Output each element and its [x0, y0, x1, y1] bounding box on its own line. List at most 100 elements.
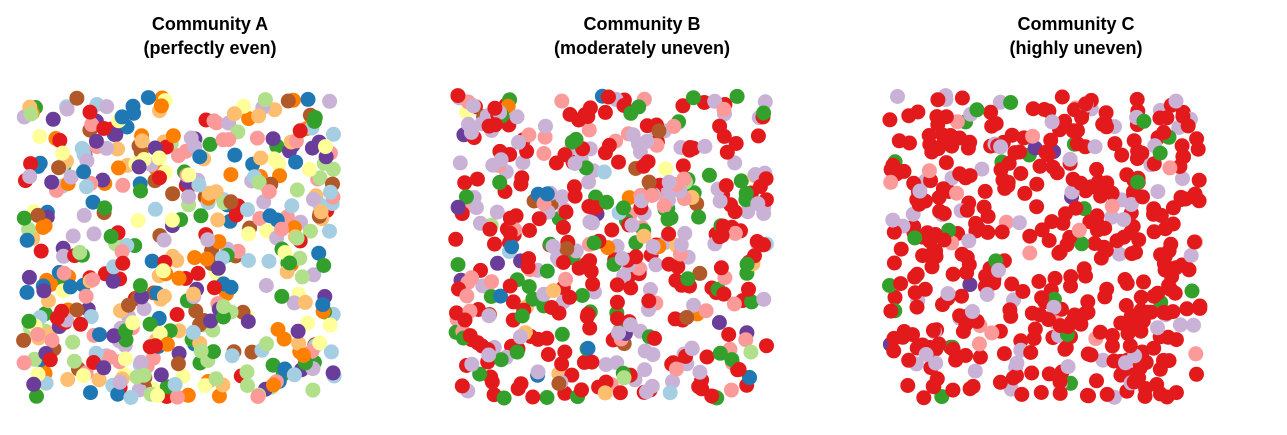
data-point	[675, 98, 691, 114]
data-point	[994, 224, 1010, 240]
community-a-panel: Community A (perfectly even)	[0, 0, 420, 435]
data-point	[210, 212, 226, 228]
data-point	[991, 262, 1006, 278]
data-point	[673, 237, 689, 253]
data-point	[19, 284, 35, 300]
data-point	[1188, 346, 1204, 362]
data-point	[540, 347, 556, 362]
data-point	[469, 171, 485, 187]
data-point	[738, 332, 754, 348]
data-point	[490, 255, 505, 271]
data-point	[604, 222, 620, 238]
data-point	[462, 328, 478, 344]
data-point	[201, 185, 217, 201]
data-point	[489, 204, 505, 220]
data-point	[305, 382, 321, 398]
data-point	[496, 390, 512, 406]
data-point	[183, 130, 199, 146]
chart-title: Community C (highly uneven)	[866, 12, 1286, 60]
data-point	[302, 223, 318, 239]
data-point	[1156, 124, 1172, 140]
data-point	[1161, 243, 1177, 259]
data-point	[906, 219, 922, 235]
chart-subtitle-line: (perfectly even)	[143, 38, 277, 58]
data-point	[1089, 161, 1105, 177]
data-point	[322, 317, 338, 333]
data-point	[1014, 386, 1030, 402]
data-point	[1150, 320, 1165, 336]
data-point	[712, 229, 727, 245]
data-point	[1054, 89, 1070, 105]
data-point	[918, 347, 934, 362]
data-point	[893, 241, 909, 257]
data-point	[1150, 184, 1166, 200]
data-point	[165, 128, 181, 144]
data-point	[611, 325, 626, 341]
data-point	[525, 389, 541, 405]
data-point	[1119, 167, 1135, 183]
data-point	[1134, 145, 1150, 161]
data-point	[240, 202, 255, 218]
chart-subtitle-line: (highly uneven)	[1009, 38, 1143, 58]
data-point	[945, 341, 961, 357]
data-point	[1165, 304, 1181, 320]
data-point	[253, 150, 269, 166]
data-point	[1022, 245, 1038, 261]
data-point	[612, 385, 628, 401]
data-point	[692, 265, 708, 281]
data-point	[890, 89, 905, 104]
data-point	[1184, 283, 1200, 299]
data-point	[992, 374, 1008, 390]
data-point	[580, 340, 596, 356]
data-point	[280, 93, 296, 109]
data-point	[23, 106, 39, 122]
data-point	[974, 161, 990, 177]
data-point	[288, 154, 304, 170]
data-point	[65, 228, 81, 244]
data-point	[1079, 387, 1095, 403]
data-point	[641, 174, 657, 190]
data-point	[86, 226, 102, 242]
data-point	[616, 370, 632, 386]
data-point	[16, 332, 32, 348]
data-point	[1137, 388, 1153, 404]
data-point	[187, 250, 203, 266]
data-point	[567, 156, 583, 171]
data-point	[265, 377, 281, 393]
data-point	[1041, 233, 1057, 248]
data-point	[1025, 128, 1041, 144]
data-point	[759, 338, 774, 354]
data-point	[938, 155, 954, 171]
data-point	[502, 225, 518, 241]
data-point	[531, 211, 547, 227]
data-point	[1167, 285, 1183, 301]
data-point	[741, 281, 756, 297]
data-point	[886, 224, 902, 240]
data-point	[887, 289, 903, 305]
data-point	[1186, 317, 1201, 333]
data-point	[977, 183, 993, 199]
data-point	[972, 349, 988, 365]
data-point	[457, 312, 473, 328]
data-point	[165, 186, 181, 202]
data-point	[886, 343, 902, 359]
data-point	[623, 280, 639, 296]
data-point	[1001, 155, 1017, 171]
data-point	[996, 346, 1012, 362]
data-point	[648, 257, 664, 273]
data-point	[21, 313, 37, 329]
data-point	[54, 303, 70, 319]
data-point	[699, 349, 715, 365]
data-point	[223, 194, 239, 210]
data-point	[84, 117, 100, 133]
data-point	[514, 170, 530, 186]
data-point	[1107, 136, 1123, 152]
data-point	[559, 241, 575, 257]
data-point	[1168, 385, 1184, 401]
data-point	[1119, 275, 1135, 291]
data-point	[76, 207, 92, 223]
data-point	[19, 232, 35, 248]
data-point	[294, 269, 310, 285]
data-point	[1162, 160, 1178, 176]
data-point	[988, 116, 1004, 132]
